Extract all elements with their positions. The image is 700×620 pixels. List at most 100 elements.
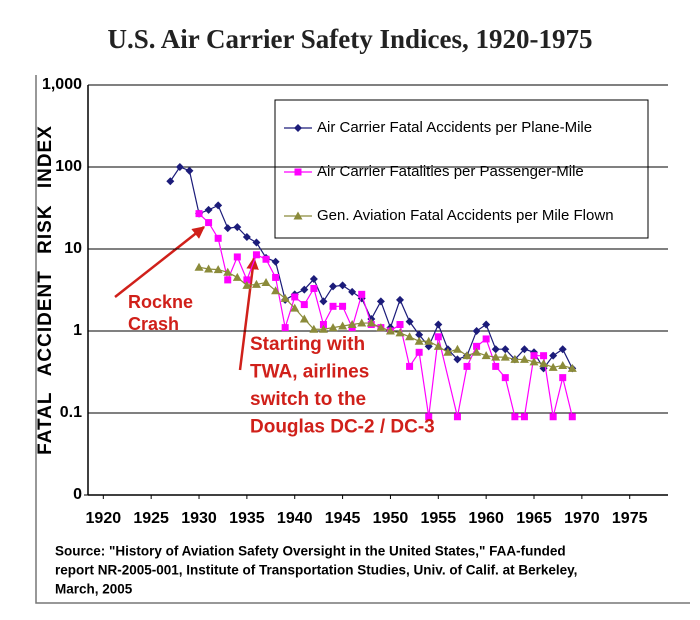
x-tick-label: 1965 (516, 510, 552, 527)
marker (347, 320, 357, 329)
annotation-arrow (114, 226, 205, 298)
marker (396, 295, 405, 304)
marker (214, 201, 223, 210)
y-tick-label: 10 (64, 240, 82, 257)
marker (195, 210, 203, 218)
marker (568, 413, 576, 421)
marker (319, 321, 327, 329)
marker (213, 265, 223, 274)
marker (481, 351, 491, 360)
marker (294, 124, 302, 132)
marker (299, 314, 309, 323)
marker (433, 341, 443, 350)
marker (281, 324, 289, 332)
marker (194, 262, 204, 271)
x-tick-label: 1935 (229, 510, 265, 527)
marker (309, 324, 319, 333)
marker (530, 352, 538, 360)
marker (405, 317, 414, 326)
series-line (198, 266, 573, 369)
x-tick-label: 1955 (421, 510, 457, 527)
legend-label: Air Carrier Fatal Accidents per Plane-Mi… (317, 119, 592, 136)
marker (472, 347, 482, 356)
marker (492, 362, 500, 370)
legend (274, 99, 649, 239)
marker (166, 177, 175, 186)
marker (251, 279, 261, 288)
marker (261, 278, 271, 287)
marker (329, 302, 337, 310)
source-note: report NR-2005-001, Institute of Transpo… (55, 563, 577, 578)
marker (205, 219, 213, 227)
marker (262, 255, 270, 263)
marker (482, 320, 491, 329)
marker (294, 168, 302, 176)
marker (204, 264, 214, 273)
marker (319, 297, 328, 306)
marker (339, 302, 347, 310)
marker (376, 297, 385, 306)
marker (214, 234, 222, 242)
x-tick-label: 1940 (277, 510, 313, 527)
x-tick-label: 1960 (468, 510, 504, 527)
annotation-arrow (238, 256, 259, 371)
marker (291, 293, 299, 301)
marker (520, 345, 529, 354)
marker (376, 323, 386, 332)
marker (300, 285, 309, 294)
marker (185, 166, 194, 175)
marker (309, 275, 318, 284)
marker (329, 282, 338, 291)
marker (338, 281, 347, 290)
marker (204, 205, 213, 214)
figure-frame (35, 75, 690, 604)
marker (252, 251, 260, 259)
marker (558, 360, 568, 369)
marker (511, 413, 519, 421)
marker (453, 413, 461, 421)
source-note: Source: "History of Aviation Safety Over… (55, 544, 566, 559)
marker (529, 357, 539, 366)
marker (358, 290, 366, 298)
marker (223, 267, 233, 276)
marker (434, 333, 442, 341)
marker (415, 330, 424, 339)
marker (242, 233, 251, 242)
marker (406, 362, 414, 370)
y-tick-label: 0 (73, 486, 82, 503)
marker (559, 374, 567, 382)
x-tick-label: 1975 (612, 510, 648, 527)
marker (175, 163, 184, 171)
marker (328, 323, 338, 332)
marker (558, 345, 567, 354)
y-tick-label: 1 (73, 322, 82, 339)
annotation: Crash (128, 314, 179, 334)
marker (290, 303, 300, 312)
marker (280, 293, 290, 302)
annotation: Starting with (250, 334, 365, 355)
marker (223, 224, 232, 233)
marker (473, 342, 481, 350)
x-tick-label: 1970 (564, 510, 600, 527)
marker (500, 352, 510, 361)
marker (434, 320, 443, 329)
marker (443, 347, 453, 356)
marker (539, 359, 549, 368)
marker (396, 321, 404, 329)
marker (453, 355, 462, 364)
marker (310, 284, 318, 292)
marker (452, 344, 462, 353)
y-tick-label: 1,000 (42, 76, 82, 93)
marker (415, 348, 423, 356)
marker (385, 326, 395, 335)
marker (272, 273, 280, 281)
marker (232, 272, 242, 281)
marker (318, 324, 328, 333)
y-tick-label: 0.1 (60, 404, 82, 421)
marker (491, 345, 500, 354)
source-note: March, 2005 (55, 582, 133, 597)
marker (548, 362, 558, 371)
marker (520, 413, 528, 421)
marker (549, 413, 557, 421)
x-tick-label: 1920 (86, 510, 122, 527)
